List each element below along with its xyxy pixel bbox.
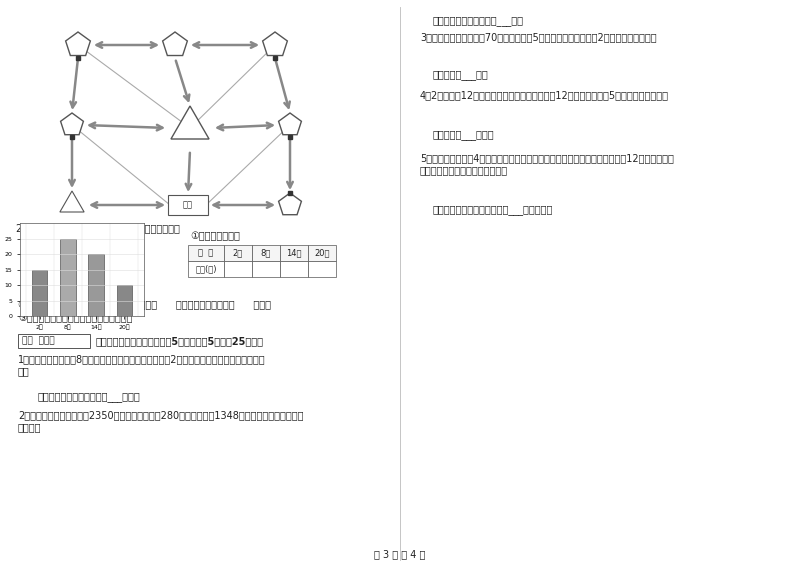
Text: 米？: 米？ [18, 366, 30, 376]
Polygon shape [171, 106, 209, 139]
Polygon shape [262, 32, 287, 55]
Text: 小门: 小门 [183, 201, 193, 210]
Bar [224, 261, 252, 277]
Polygon shape [278, 113, 302, 134]
Polygon shape [60, 191, 84, 212]
Bar [252, 261, 280, 277]
Polygon shape [162, 32, 187, 55]
Text: 答：现在图书室有故事书___本。: 答：现在图书室有故事书___本。 [433, 16, 524, 26]
Text: ②这一天的最高气温是（      ）度，最低气温是（      ）度，平均气温大约（      ）度。: ②这一天的最高气温是（ ）度，最低气温是（ ）度，平均气温大约（ ）度。 [18, 300, 271, 310]
Text: 20时: 20时 [314, 249, 330, 258]
Bar [32, 270, 47, 316]
Text: 2时: 2时 [233, 249, 243, 258]
Text: 8时: 8时 [261, 249, 271, 258]
Polygon shape [61, 113, 83, 134]
Bar [280, 261, 308, 277]
Bar [60, 238, 76, 316]
Bar [188, 245, 224, 261]
Bar [224, 245, 252, 261]
Text: 六、活用知识，解决问题（共5小题，每题5分，共25分）。: 六、活用知识，解决问题（共5小题，每题5分，共25分）。 [96, 336, 264, 346]
Text: ③实际算一算，这天的平均气温是多少度？: ③实际算一算，这天的平均气温是多少度？ [18, 313, 133, 323]
Text: 2．下面是气温自测仪上记录的某天四个不同时间的气温情况：: 2．下面是气温自测仪上记录的某天四个不同时间的气温情况： [15, 223, 180, 233]
Text: 答：他跑了___米。: 答：他跑了___米。 [433, 70, 489, 80]
Text: 手工纸比小伟的大多少平方厘米？: 手工纸比小伟的大多少平方厘米？ [420, 165, 508, 175]
Bar [280, 245, 308, 261]
Text: ①根据统计图填表: ①根据统计图填表 [190, 231, 240, 241]
Bar [88, 254, 104, 316]
Bar [308, 245, 336, 261]
Text: 14时: 14时 [286, 249, 302, 258]
Polygon shape [278, 193, 302, 215]
Text: 4．2位老师带12位学生去游乐园玩，成人票每张12元，学生票每张5元，一共要多少钱？: 4．2位老师带12位学生去游乐园玩，成人票每张12元，学生票每张5元，一共要多少… [420, 90, 669, 100]
Text: 答：另一个正方形的周长是___分米。: 答：另一个正方形的周长是___分米。 [38, 392, 141, 402]
Text: 答：一共要___元钱。: 答：一共要___元钱。 [433, 130, 494, 140]
Bar [252, 245, 280, 261]
Text: 气温(度): 气温(度) [195, 264, 217, 273]
Text: 3．红星小学操场的长是70米，宽比长短5米，亮亮绕着操场跑了2圈，他跑了多少米？: 3．红星小学操场的长是70米，宽比长短5米，亮亮绕着操场跑了2圈，他跑了多少米？ [420, 32, 657, 42]
Text: 1．一个正方形边长是8分米，另一个正方形的边长是它的2倍，另一个正方形的周长是多少分: 1．一个正方形边长是8分米，另一个正方形的边长是它的2倍，另一个正方形的周长是多… [18, 354, 266, 364]
Text: 多少本？: 多少本？ [18, 422, 42, 432]
Bar [308, 261, 336, 277]
Text: 得分  评卷人: 得分 评卷人 [22, 337, 54, 346]
Text: 2．学校图书室原有故事书2350本，现在又买来了280本，并借出了1348本，现在图书室有故事书: 2．学校图书室原有故事书2350本，现在又买来了280本，并借出了1348本，现… [18, 410, 303, 420]
Text: 答：小华的手工纸比小伟的大___平方厘米。: 答：小华的手工纸比小伟的大___平方厘米。 [433, 205, 554, 215]
Text: 时  间: 时 间 [198, 249, 214, 258]
Bar [168, 195, 208, 215]
Bar [117, 285, 132, 316]
Polygon shape [66, 32, 90, 55]
Bar [18, 334, 90, 348]
Text: 第 3 页 共 4 页: 第 3 页 共 4 页 [374, 549, 426, 559]
Text: 5．小华有一张边长4分米的手工纸，小伟的一张正方形手工纸边长比小华的短12厘米，小华的: 5．小华有一张边长4分米的手工纸，小伟的一张正方形手工纸边长比小华的短12厘米，… [420, 153, 674, 163]
Bar [188, 261, 224, 277]
